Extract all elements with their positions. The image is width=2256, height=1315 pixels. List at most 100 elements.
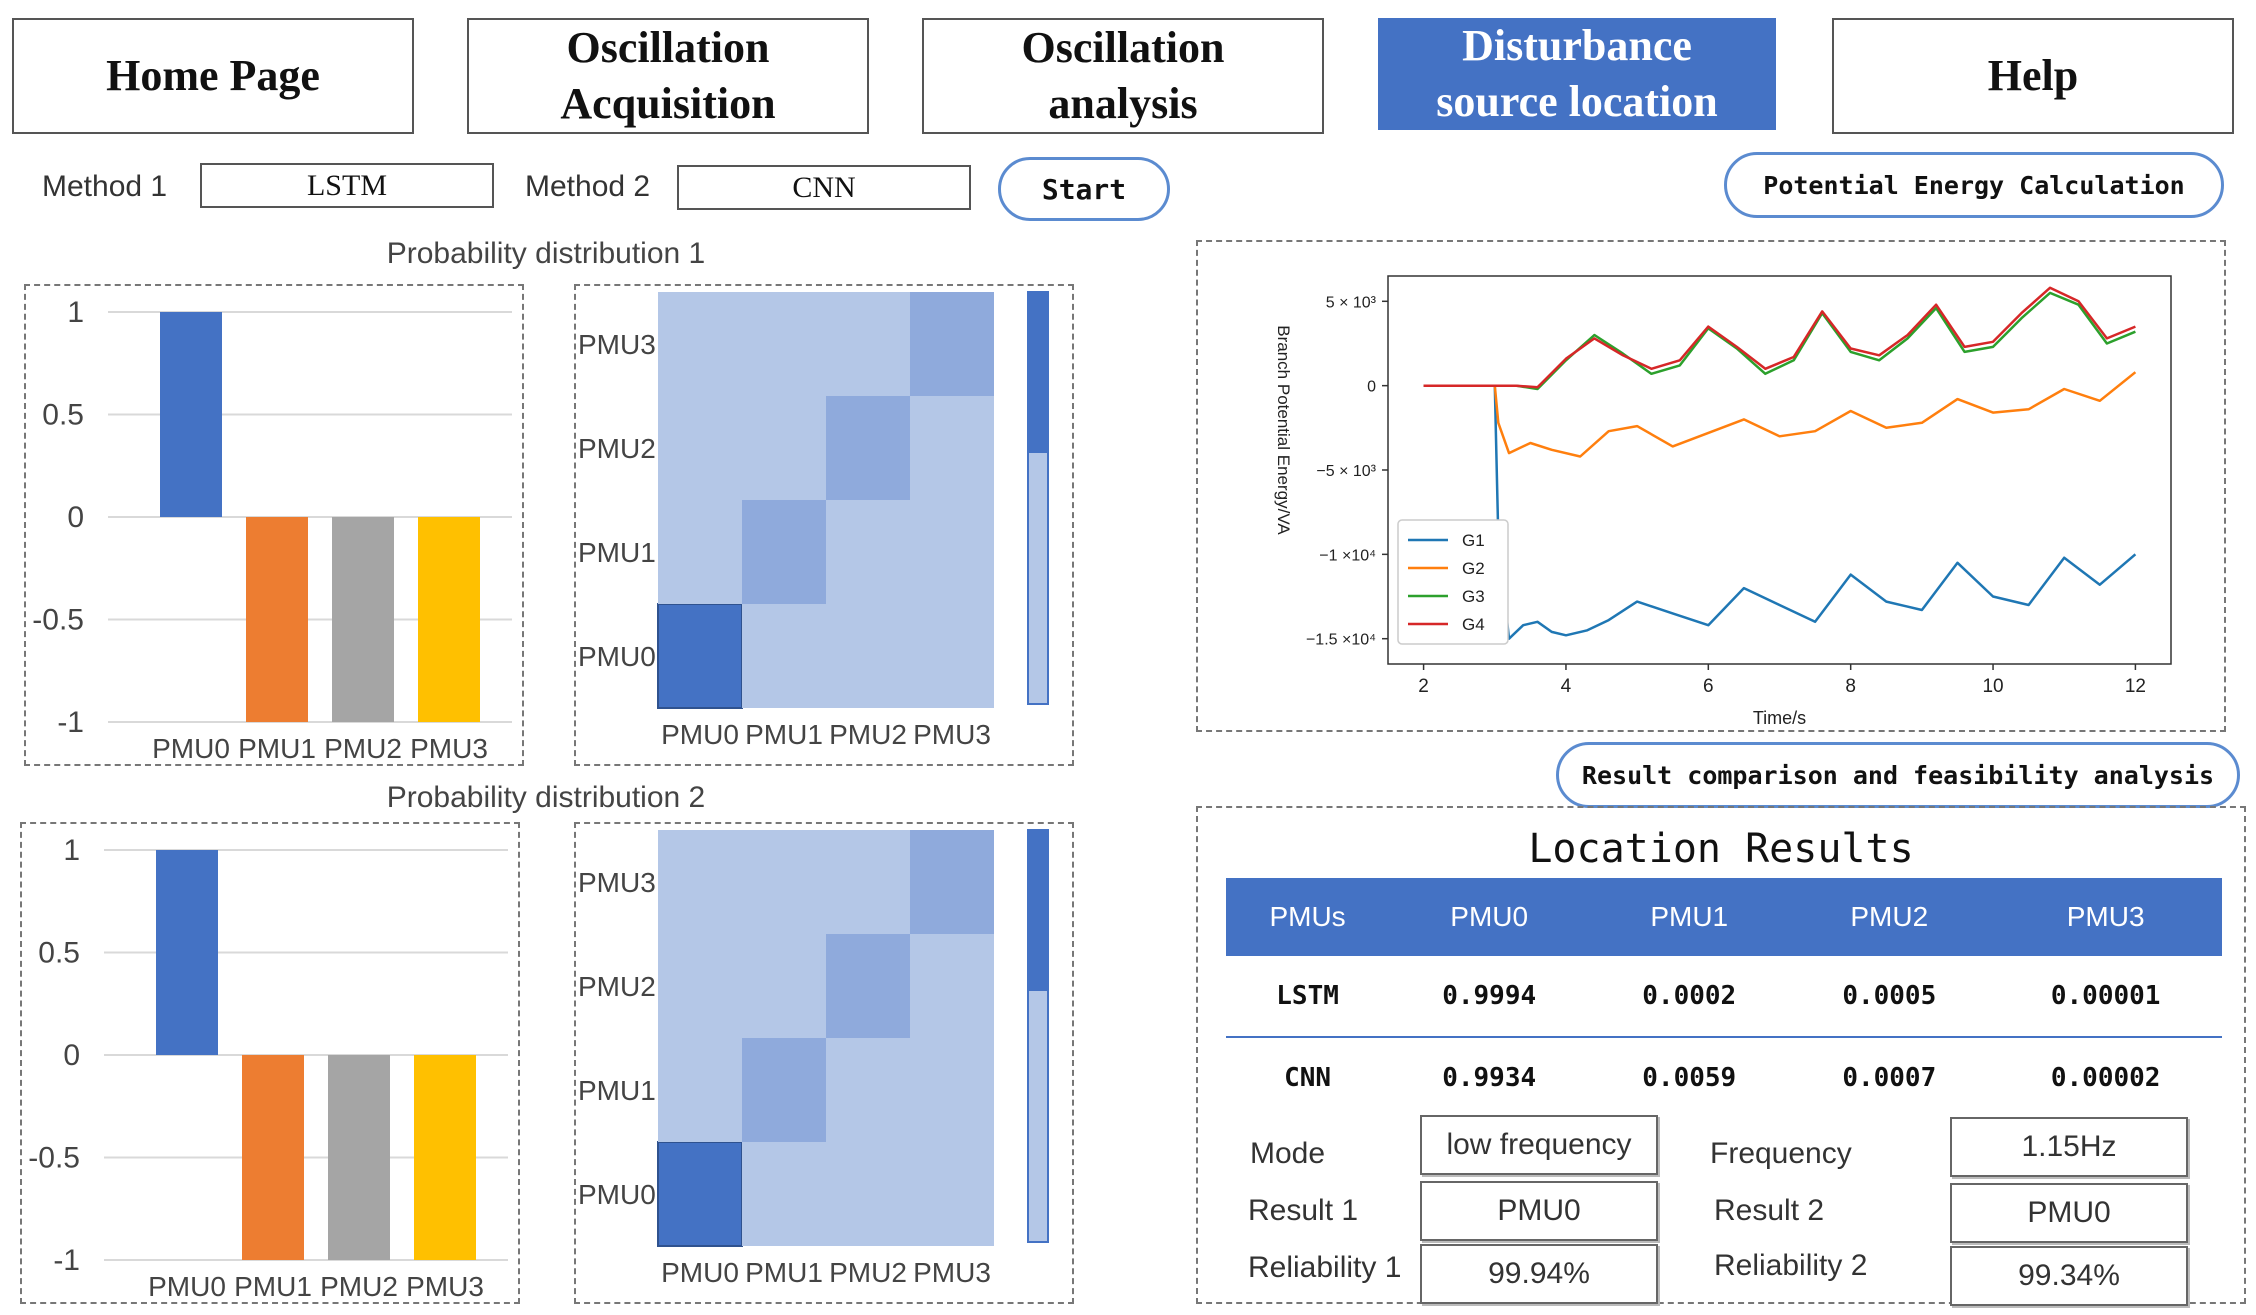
x-tick-label: PMU2 [324,733,402,764]
heat-cell [658,1038,742,1142]
heat-cell [742,604,826,708]
distribution-2-title: Probability distribution 2 [386,781,706,814]
y-tick-label: 0.5 [38,937,80,970]
heat-cell [826,292,910,396]
y-tick-label: 0 [63,1039,80,1072]
distribution-1-title: Probability distribution 1 [386,237,706,270]
y-tick-label: PMU2 [578,971,656,1002]
y-tick-label: 0 [67,501,84,534]
y-tick-label: −1.5 ×10⁴ [1306,632,1376,649]
y-tick-label: -1 [53,1244,80,1277]
heat-cell [910,604,994,708]
nav-loc-label-2: source location [1436,77,1718,126]
results-table: PMUs PMU0 PMU1 PMU2 PMU3 LSTM 0.9994 0.0… [1226,878,2222,1118]
heat-cell [826,500,910,604]
frequency-label: Frequency [1710,1137,1852,1170]
heat-cell [658,292,742,396]
nav-ana-label-2: analysis [1048,79,1198,128]
bar-pmu3 [414,1055,476,1260]
x-tick-label: 10 [1982,676,2003,697]
x-tick-label: PMU1 [745,1257,823,1288]
bar-chart-1: 1 0.5 0 -0.5 -1 PMU0 PMU1 PMU2 PMU3 [32,296,512,764]
result-1-label: Result 1 [1248,1194,1359,1227]
heat-cell [826,830,910,934]
method2-field[interactable]: CNN [677,165,971,210]
table-cell: 0.00001 [1989,956,2222,1038]
y-tick-label: PMU1 [578,537,656,568]
y-tick-label: 1 [63,834,80,867]
heatmap-1-frame: PMU0 PMU1 PMU2 PMU3 PMU0 PMU1 PMU2 PMU3 [574,284,1074,766]
x-tick-label: 6 [1703,676,1714,697]
result-1-value: PMU0 [1420,1181,1658,1241]
nav-disturbance-source-location[interactable]: Disturbance source location [1378,18,1776,130]
nav-oscillation-acquisition[interactable]: Oscillation Acquisition [467,18,869,134]
nav-oscillation-analysis[interactable]: Oscillation analysis [922,18,1324,134]
nav-home-page[interactable]: Home Page [12,18,414,134]
bar-pmu0 [156,850,218,1055]
potential-energy-calculation-button[interactable]: Potential Energy Calculation [1724,152,2224,218]
y-axis-label: Branch Potential Energy/VA [1274,325,1293,535]
y-tick-label: PMU0 [578,1179,656,1210]
start-button[interactable]: Start [998,157,1170,221]
y-tick-label: 0.5 [42,399,84,432]
bar-pmu3 [418,517,480,722]
table-cell: LSTM [1226,956,1390,1038]
y-tick-label: -0.5 [28,1142,80,1175]
heat-cell [742,830,826,934]
y-tick-label: PMU1 [578,1075,656,1106]
bar-pmu2 [332,517,394,722]
heat-cell [826,1038,910,1142]
legend-label: G1 [1462,531,1485,550]
reliability-2-label: Reliability 2 [1714,1249,1868,1282]
x-tick-label: PMU2 [829,1257,907,1288]
method1-label: Method 1 [42,170,168,203]
y-tick-label: -1 [57,706,84,739]
heat-cell [826,396,910,500]
results-table-wrap: PMUs PMU0 PMU1 PMU2 PMU3 LSTM 0.9994 0.0… [1226,878,2222,1118]
y-tick-label: PMU3 [578,867,656,898]
y-tick-label: PMU2 [578,433,656,464]
results-header-cell: PMU3 [1989,878,2222,956]
location-results-panel: Location Results PMUs PMU0 PMU1 PMU2 PMU… [1196,806,2246,1304]
nav-ana-label-1: Oscillation [1021,23,1225,72]
bar-pmu0 [160,312,222,517]
series-line-g1 [1423,384,2137,640]
x-tick-label: PMU3 [913,1257,991,1288]
heat-cell [742,500,826,604]
y-tick-label: 1 [67,296,84,329]
y-tick-label: 0 [1367,379,1376,396]
reliability-1-label: Reliability 1 [1248,1251,1402,1284]
y-tick-label: PMU3 [578,329,656,360]
table-cell: 0.9994 [1389,956,1590,1038]
bar-pmu1 [242,1055,304,1260]
x-tick-label: PMU1 [234,1271,312,1302]
results-header-cell: PMU2 [1789,878,1990,956]
heat-cell [826,1142,910,1246]
heat-cell [742,396,826,500]
heat-cell [742,1142,826,1246]
table-row: CNN 0.9934 0.0059 0.0007 0.00002 [1226,1037,2222,1118]
reliability-1-value: 99.94% [1420,1244,1658,1304]
y-tick-label: -0.5 [32,604,84,637]
x-tick-label: PMU0 [661,719,739,750]
heat-cell [910,1038,994,1142]
result-comparison-button[interactable]: Result comparison and feasibility analys… [1556,742,2240,808]
bar-chart-2: 1 0.5 0 -0.5 -1 PMU0 PMU1 PMU2 PMU3 [28,834,508,1302]
colorbar-fill [1029,831,1047,991]
heat-cell [658,396,742,500]
nav-home-label: Home Page [106,51,320,100]
results-header-cell: PMU0 [1389,878,1590,956]
heat-cell [910,396,994,500]
heat-cell [657,603,743,709]
mode-value: low frequency [1420,1115,1658,1175]
results-header-cell: PMUs [1226,878,1390,956]
results-header-cell: PMU1 [1589,878,1790,956]
heat-cell [742,1038,826,1142]
nav-help[interactable]: Help [1832,18,2234,134]
nav-loc-label-1: Disturbance [1462,21,1692,70]
heat-cell [910,1142,994,1246]
method1-field[interactable]: LSTM [200,163,494,208]
mode-label: Mode [1250,1137,1326,1170]
